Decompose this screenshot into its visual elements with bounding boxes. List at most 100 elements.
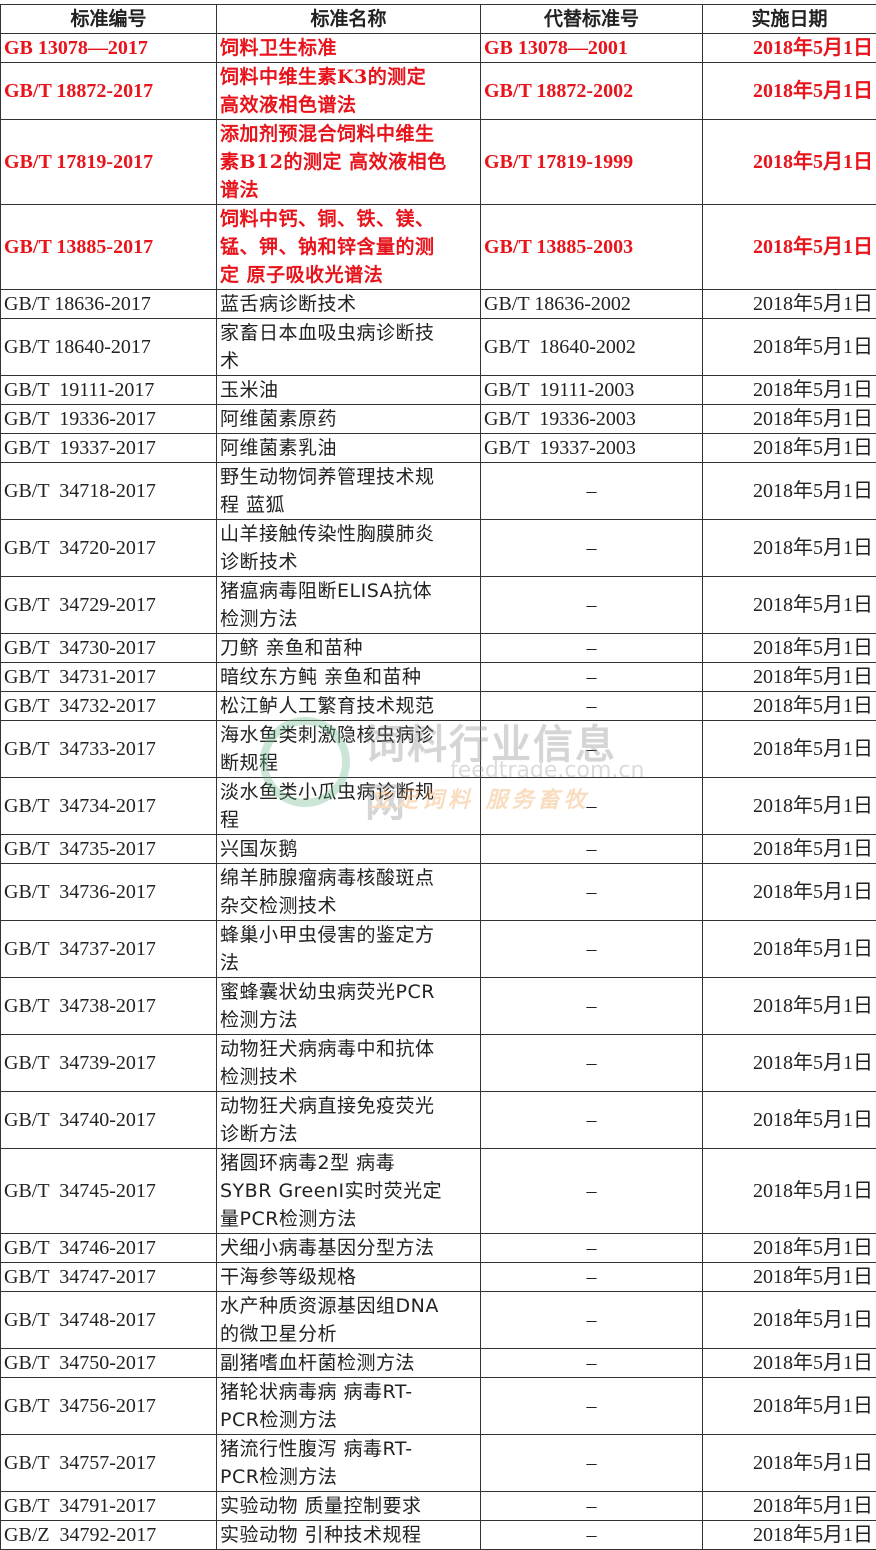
standard-name-cell: 松江鲈人工繁育技术规范 [217, 692, 481, 721]
replaced-standard-cell: – [481, 978, 703, 1035]
standard-name-cell: 副猪嗜血杆菌检测方法 [217, 1349, 481, 1378]
effective-date-cell: 2018年5月1日 [703, 1234, 876, 1263]
standard-number-cell: GB/T 34718-2017 [1, 463, 217, 520]
replaced-standard-cell: – [481, 1435, 703, 1492]
standard-name-cell: 实验动物 质量控制要求 [217, 1492, 481, 1521]
standard-number-cell: GB/T 34750-2017 [1, 1349, 217, 1378]
standard-number-cell: GB/T 19111-2017 [1, 376, 217, 405]
effective-date-cell: 2018年5月1日 [703, 376, 876, 405]
effective-date-cell: 2018年5月1日 [703, 290, 876, 319]
effective-date-cell: 2018年5月1日 [703, 835, 876, 864]
standard-number-cell: GB/T 18640-2017 [1, 319, 217, 376]
effective-date-cell: 2018年5月1日 [703, 63, 876, 120]
standard-number-cell: GB/T 34729-2017 [1, 577, 217, 634]
standard-name-cell: 玉米油 [217, 376, 481, 405]
effective-date-cell: 2018年5月1日 [703, 463, 876, 520]
standard-name-cell: 兴国灰鹅 [217, 835, 481, 864]
standard-number-cell: GB/T 34748-2017 [1, 1292, 217, 1349]
replaced-standard-cell: – [481, 1492, 703, 1521]
effective-date-cell: 2018年5月1日 [703, 692, 876, 721]
replaced-standard-cell: GB/T 19337-2003 [481, 434, 703, 463]
replaced-standard-cell: – [481, 835, 703, 864]
effective-date-cell: 2018年5月1日 [703, 120, 876, 205]
standard-number-cell: GB/T 34733-2017 [1, 721, 217, 778]
effective-date-cell: 2018年5月1日 [703, 34, 876, 63]
replaced-standard-cell: GB/T 19336-2003 [481, 405, 703, 434]
effective-date-cell: 2018年5月1日 [703, 1349, 876, 1378]
replaced-standard-cell: – [481, 1378, 703, 1435]
replaced-standard-cell: – [481, 663, 703, 692]
effective-date-cell: 2018年5月1日 [703, 1492, 876, 1521]
replaced-standard-cell: – [481, 520, 703, 577]
header-standard-number: 标准编号 [1, 5, 217, 34]
effective-date-cell: 2018年5月1日 [703, 663, 876, 692]
standard-name-cell: 动物狂犬病直接免疫荧光 诊断方法 [217, 1092, 481, 1149]
effective-date-cell: 2018年5月1日 [703, 434, 876, 463]
standard-name-cell: 蓝舌病诊断技术 [217, 290, 481, 319]
standard-name-cell: 饲料卫生标准 [217, 34, 481, 63]
standard-number-cell: GB/Z 34792-2017 [1, 1521, 217, 1550]
replaced-standard-cell: GB/T 18636-2002 [481, 290, 703, 319]
standard-number-cell: GB/T 34720-2017 [1, 520, 217, 577]
effective-date-cell: 2018年5月1日 [703, 1035, 876, 1092]
standard-number-cell: GB/T 34736-2017 [1, 864, 217, 921]
effective-date-cell: 2018年5月1日 [703, 1435, 876, 1492]
standard-name-cell: 暗纹东方鲀 亲鱼和苗种 [217, 663, 481, 692]
standard-number-cell: GB/T 18872-2017 [1, 63, 217, 120]
effective-date-cell: 2018年5月1日 [703, 205, 876, 290]
standard-name-cell: 绵羊肺腺瘤病毒核酸斑点 杂交检测技术 [217, 864, 481, 921]
effective-date-cell: 2018年5月1日 [703, 634, 876, 663]
replaced-standard-cell: – [481, 778, 703, 835]
effective-date-cell: 2018年5月1日 [703, 721, 876, 778]
effective-date-cell: 2018年5月1日 [703, 1149, 876, 1234]
effective-date-cell: 2018年5月1日 [703, 921, 876, 978]
standard-number-cell: GB/T 34730-2017 [1, 634, 217, 663]
effective-date-cell: 2018年5月1日 [703, 1092, 876, 1149]
standard-number-cell: GB/T 34757-2017 [1, 1435, 217, 1492]
standard-number-cell: GB/T 34738-2017 [1, 978, 217, 1035]
standard-number-cell: GB/T 13885-2017 [1, 205, 217, 290]
effective-date-cell: 2018年5月1日 [703, 577, 876, 634]
replaced-standard-cell: – [481, 921, 703, 978]
standard-number-cell: GB 13078—2017 [1, 34, 217, 63]
effective-date-cell: 2018年5月1日 [703, 864, 876, 921]
standard-number-cell: GB/T 34791-2017 [1, 1492, 217, 1521]
standard-name-cell: 猪流行性腹泻 病毒RT- PCR检测方法 [217, 1435, 481, 1492]
standard-number-cell: GB/T 18636-2017 [1, 290, 217, 319]
effective-date-cell: 2018年5月1日 [703, 778, 876, 835]
replaced-standard-cell: – [481, 463, 703, 520]
replaced-standard-cell: – [481, 864, 703, 921]
effective-date-cell: 2018年5月1日 [703, 1263, 876, 1292]
standard-name-cell: 山羊接触传染性胸膜肺炎 诊断技术 [217, 520, 481, 577]
effective-date-cell: 2018年5月1日 [703, 1378, 876, 1435]
standard-name-cell: 添加剂预混合饲料中维生 素B12的测定 高效液相色 谱法 [217, 120, 481, 205]
standard-number-cell: GB/T 19336-2017 [1, 405, 217, 434]
standard-number-cell: GB/T 34731-2017 [1, 663, 217, 692]
replaced-standard-cell: – [481, 1292, 703, 1349]
standard-name-cell: 刀鲚 亲鱼和苗种 [217, 634, 481, 663]
replaced-standard-cell: – [481, 1234, 703, 1263]
standard-name-cell: 阿维菌素乳油 [217, 434, 481, 463]
effective-date-cell: 2018年5月1日 [703, 1521, 876, 1550]
standard-name-cell: 猪轮状病毒病 病毒RT- PCR检测方法 [217, 1378, 481, 1435]
standard-name-cell: 动物狂犬病病毒中和抗体 检测技术 [217, 1035, 481, 1092]
standard-name-cell: 蜜蜂囊状幼虫病荧光PCR 检测方法 [217, 978, 481, 1035]
